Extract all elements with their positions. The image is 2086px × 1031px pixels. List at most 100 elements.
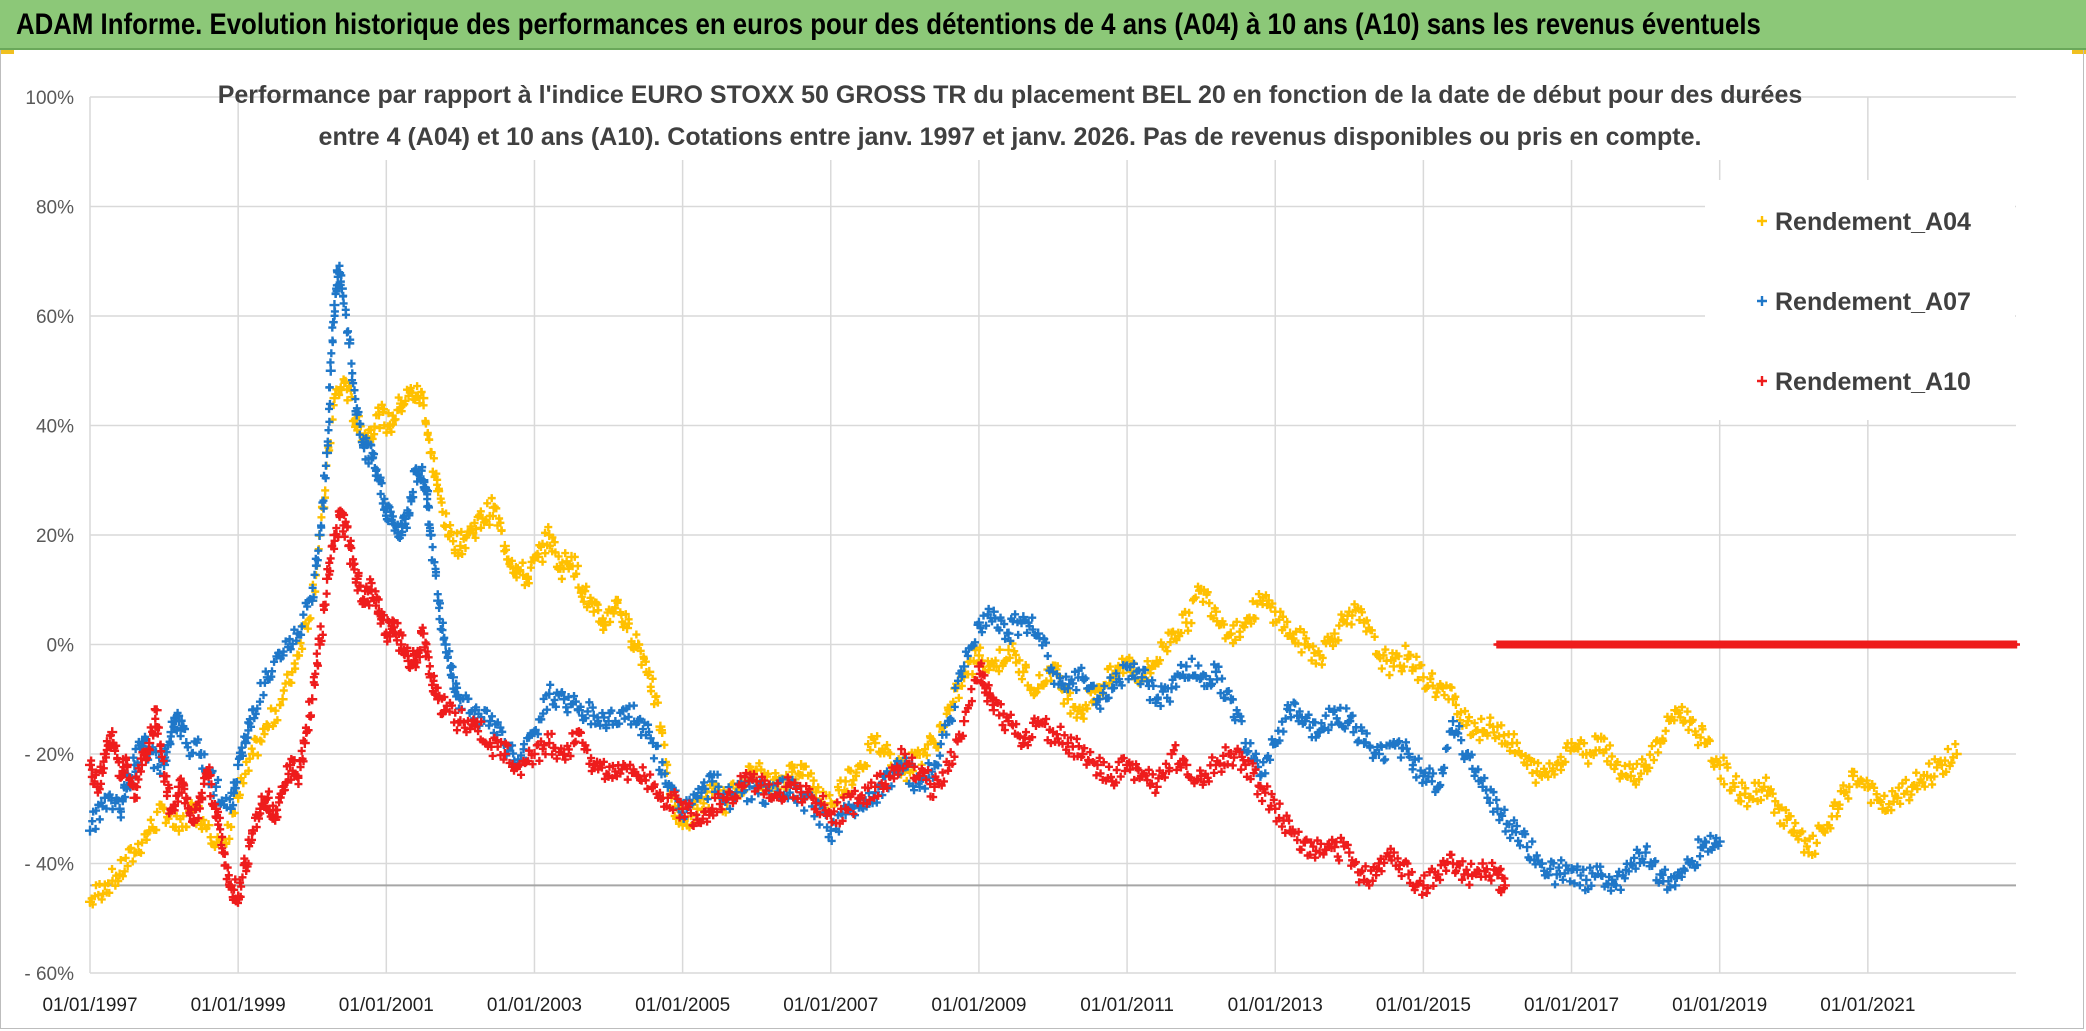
data-point bbox=[1907, 781, 1918, 792]
data-point bbox=[721, 808, 730, 817]
data-point bbox=[785, 788, 794, 797]
data-point bbox=[1918, 778, 1927, 787]
data-point bbox=[329, 318, 338, 327]
legend-label: Rendement_A10 bbox=[1775, 368, 1971, 396]
data-point bbox=[968, 670, 977, 679]
data-point bbox=[1295, 707, 1304, 716]
data-point bbox=[425, 435, 434, 444]
data-point bbox=[1408, 761, 1417, 770]
data-point bbox=[1736, 797, 1745, 806]
data-point bbox=[632, 630, 641, 639]
data-point bbox=[577, 592, 586, 601]
data-point bbox=[1576, 871, 1585, 880]
data-point bbox=[199, 815, 208, 824]
data-point bbox=[1888, 787, 1897, 796]
data-point bbox=[1596, 862, 1605, 871]
data-point bbox=[864, 740, 873, 749]
data-point bbox=[314, 530, 325, 540]
data-point bbox=[743, 797, 752, 806]
data-point bbox=[259, 691, 268, 700]
data-point bbox=[1496, 865, 1505, 873]
data-point bbox=[230, 808, 239, 817]
data-point bbox=[1066, 733, 1075, 742]
data-point bbox=[477, 717, 486, 726]
data-point bbox=[202, 824, 211, 833]
data-point bbox=[116, 807, 125, 816]
data-point bbox=[108, 864, 117, 873]
data-point bbox=[1788, 825, 1799, 836]
data-point bbox=[669, 806, 678, 815]
data-point bbox=[1275, 814, 1284, 823]
y-tick-label: - 40% bbox=[24, 855, 74, 876]
data-point bbox=[1381, 645, 1390, 654]
data-point bbox=[1842, 788, 1851, 797]
data-point bbox=[626, 760, 635, 769]
data-point bbox=[427, 448, 436, 457]
data-point bbox=[387, 427, 396, 436]
data-point bbox=[1610, 764, 1619, 773]
data-point bbox=[350, 386, 359, 395]
data-point bbox=[652, 692, 661, 701]
data-point bbox=[1216, 689, 1225, 698]
data-point bbox=[1485, 871, 1494, 880]
data-point bbox=[1410, 886, 1419, 895]
data-point bbox=[239, 779, 248, 788]
data-point bbox=[279, 647, 288, 656]
data-point bbox=[129, 753, 138, 762]
data-point bbox=[383, 637, 392, 646]
data-point bbox=[1712, 834, 1721, 843]
data-point bbox=[800, 806, 809, 815]
data-point bbox=[1670, 880, 1681, 891]
data-point bbox=[1224, 749, 1233, 758]
data-point bbox=[1248, 759, 1257, 768]
data-point bbox=[611, 767, 620, 776]
data-point bbox=[957, 672, 966, 681]
data-point bbox=[814, 783, 823, 792]
data-point bbox=[618, 706, 627, 715]
data-point bbox=[402, 523, 411, 532]
data-point bbox=[865, 795, 874, 804]
data-point bbox=[350, 565, 359, 574]
data-point bbox=[154, 723, 163, 732]
data-point bbox=[340, 378, 349, 387]
data-point bbox=[1675, 868, 1684, 877]
data-point bbox=[1489, 788, 1498, 797]
data-point bbox=[441, 522, 450, 531]
data-point bbox=[1195, 675, 1204, 684]
data-point bbox=[1514, 836, 1523, 845]
data-point bbox=[640, 771, 649, 780]
data-point bbox=[403, 651, 412, 660]
data-point bbox=[99, 764, 108, 773]
data-point bbox=[1351, 858, 1360, 867]
data-point bbox=[541, 528, 550, 537]
data-point bbox=[1607, 752, 1616, 761]
data-point bbox=[1132, 760, 1141, 769]
data-point bbox=[1820, 828, 1829, 837]
data-point bbox=[1830, 798, 1839, 807]
data-point bbox=[647, 687, 656, 696]
data-point bbox=[348, 369, 357, 378]
data-point bbox=[755, 759, 764, 768]
data-point bbox=[594, 716, 603, 725]
data-point bbox=[1452, 866, 1461, 875]
data-point bbox=[1562, 743, 1571, 752]
data-point bbox=[1925, 759, 1934, 768]
data-point bbox=[1457, 875, 1466, 884]
data-point bbox=[1163, 647, 1172, 656]
data-point bbox=[1205, 599, 1214, 608]
data-point bbox=[680, 812, 689, 821]
data-point bbox=[1208, 679, 1217, 688]
data-point bbox=[377, 400, 386, 409]
data-point bbox=[984, 604, 993, 613]
data-point bbox=[1416, 766, 1425, 775]
data-point bbox=[1235, 747, 1244, 756]
data-point bbox=[379, 505, 388, 514]
data-point bbox=[1475, 736, 1484, 745]
data-point bbox=[438, 618, 447, 627]
data-point bbox=[128, 857, 137, 866]
data-point bbox=[166, 732, 175, 741]
data-point bbox=[1017, 675, 1026, 684]
data-point bbox=[229, 801, 238, 810]
data-point bbox=[1901, 775, 1910, 784]
data-point bbox=[1397, 871, 1406, 880]
